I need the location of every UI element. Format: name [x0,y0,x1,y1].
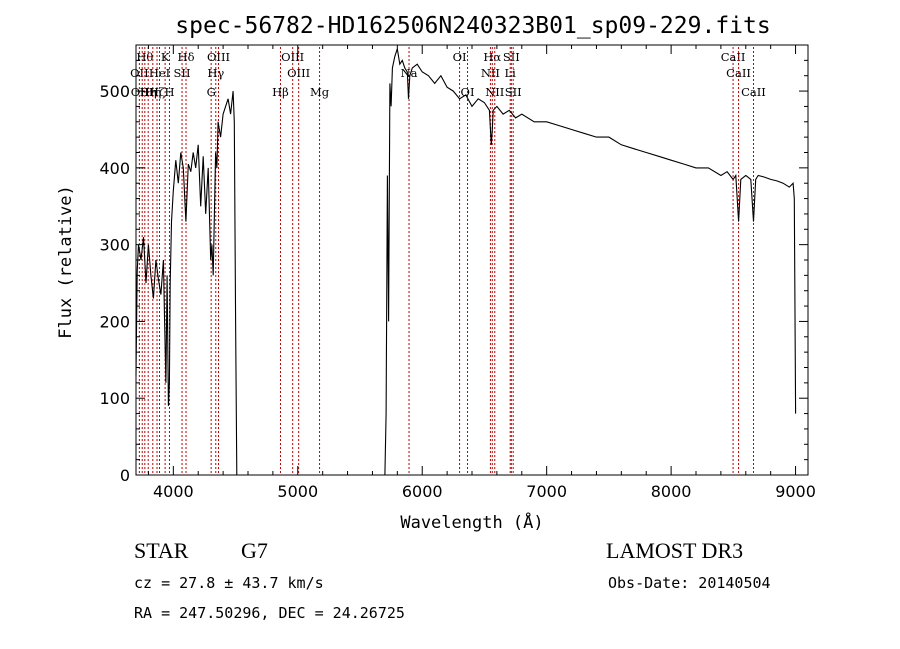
line-marker-label: H [164,85,174,99]
line-marker-label: OI [453,50,467,64]
line-marker-label: Hα [483,50,501,64]
x-axis-label: Wavelength (Å) [400,511,543,533]
chart-title: spec-56782-HD162506N240323B01_sp09-229.f… [175,13,770,39]
line-marker-label: SII [505,85,522,99]
y-axis-label: Flux (relative) [56,185,76,339]
line-marker-label: Hδ [178,50,195,64]
line-marker-label: OII [130,66,149,80]
line-marker-label: Na [401,66,418,80]
coordinates: RA = 247.50296, DEC = 24.26725 [134,604,405,622]
object-subclass: G7 [241,538,268,563]
line-marker-label: Hγ [207,66,224,80]
y-tick-label: 400 [99,159,130,178]
line-marker-label: G [207,85,216,99]
line-marker-label: Hζ [149,85,165,99]
line-marker-label: SII [174,66,191,80]
line-marker-label: Mg [310,85,330,99]
x-tick-label: 5000 [277,482,318,501]
line-marker-label: OIII [281,50,304,64]
line-marker-label: Hβ [272,85,289,99]
y-tick-label: 500 [99,82,130,101]
y-tick-label: 300 [99,236,130,255]
survey-name: LAMOST DR3 [606,538,744,563]
line-marker-label: SII [503,50,520,64]
line-marker-label: K [161,50,170,64]
spectrum-series [135,48,797,476]
x-tick-label: 6000 [402,482,443,501]
line-marker-label: OIII [287,66,310,80]
y-tick-label: 200 [99,312,130,331]
y-axis-ticks: 0 100 200 300 400 500 [99,59,808,485]
x-tick-label: 9000 [775,482,816,501]
line-marker-label: CaII [726,66,751,80]
y-tick-label: 0 [120,466,130,485]
line-marker-label: CaII [721,50,746,64]
x-tick-label: 7000 [526,482,567,501]
spectrum-segment-0 [135,91,238,476]
line-marker-label: NII [481,66,500,80]
line-marker-label: Hθ [136,50,153,64]
x-tick-label: 4000 [153,482,194,501]
x-axis-ticks: 4000 5000 6000 7000 8000 9000 [147,45,816,501]
x-tick-label: 8000 [651,482,692,501]
line-marker-label: Li [505,66,517,80]
spectral-line-markers: OIIOIIIHθHηHηHζHeIKHSIIHδGHγOIIIHβOIIIOI… [130,47,766,475]
redshift-velocity: cz = 27.8 ± 43.7 km/s [134,574,324,592]
line-marker-label: CaII [741,85,766,99]
observation-date: Obs-Date: 20140504 [608,574,771,592]
line-marker-label: HeI [149,66,170,80]
y-tick-label: 100 [99,389,130,408]
line-marker-label: NII [485,85,504,99]
object-class: STAR [134,538,189,563]
line-marker-label: OIII [207,50,230,64]
spectrum-segment-1 [384,48,797,476]
